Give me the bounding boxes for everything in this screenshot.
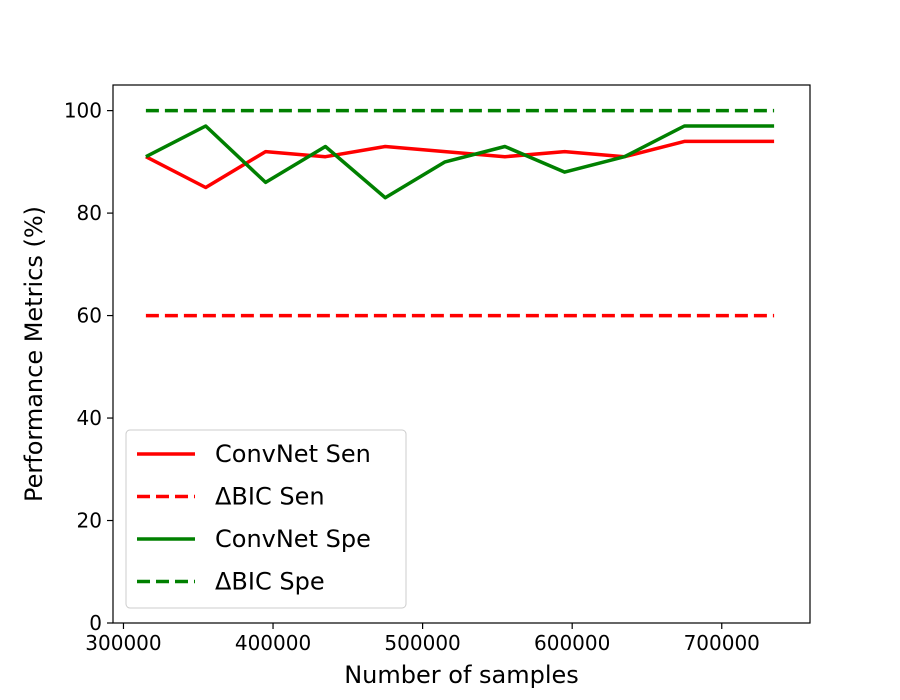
series-line-1: [145, 139, 775, 190]
x-tick-label: 600000: [534, 631, 610, 655]
legend-entry-label: ConvNet Spe: [215, 525, 371, 553]
series-layer: [145, 108, 775, 318]
x-tick-label: 500000: [384, 631, 460, 655]
x-tick-label: 700000: [684, 631, 760, 655]
y-tick-label: 100: [64, 99, 102, 123]
x-tick-label: 300000: [85, 631, 161, 655]
legend-entry-label: ΔBIC Sen: [215, 483, 325, 511]
plot-frame: [112, 84, 811, 624]
y-tick-label: 20: [77, 509, 102, 533]
legend-entry-label: ΔBIC Spe: [215, 568, 325, 596]
x-axis-label: Number of samples: [344, 661, 579, 689]
y-tick-label: 60: [77, 304, 102, 328]
x-tick-label: 400000: [235, 631, 311, 655]
series-line-3: [145, 124, 775, 200]
y-axis-label: Performance Metrics (%): [20, 206, 48, 502]
legend: ConvNet Sen ΔBIC Sen ConvNet Spe ΔBIC Spe: [125, 429, 407, 609]
y-axis: 0 20 40 60 80 100: [64, 99, 113, 635]
y-tick-label: 40: [77, 406, 102, 430]
x-axis: 300000 400000 500000 600000 700000: [85, 623, 760, 655]
legend-box: [125, 429, 407, 609]
y-tick-label: 0: [89, 611, 102, 635]
legend-entry-label: ConvNet Sen: [215, 440, 371, 468]
y-tick-label: 80: [77, 201, 102, 225]
